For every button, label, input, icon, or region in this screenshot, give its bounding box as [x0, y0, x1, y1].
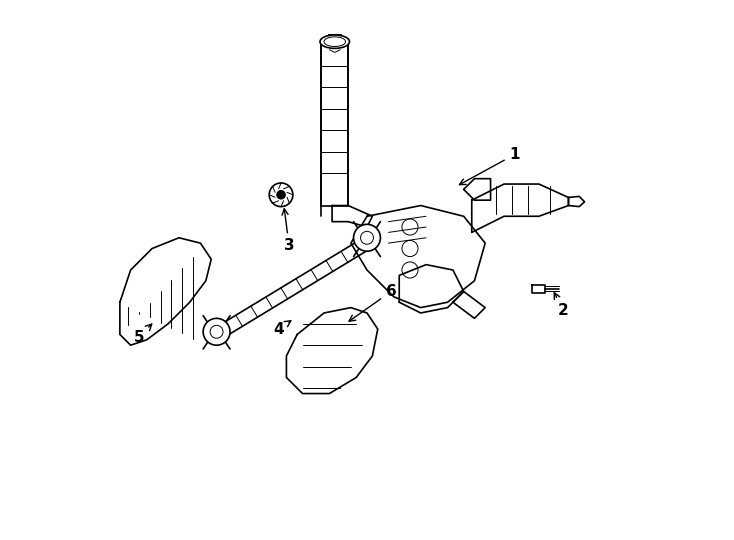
Polygon shape	[532, 285, 545, 293]
Text: 5: 5	[134, 324, 152, 345]
Polygon shape	[328, 33, 341, 47]
Polygon shape	[399, 265, 464, 313]
Polygon shape	[214, 238, 371, 340]
Polygon shape	[321, 44, 348, 206]
Text: 6: 6	[349, 284, 396, 321]
Polygon shape	[464, 179, 490, 200]
Circle shape	[354, 224, 380, 251]
Text: 4: 4	[273, 321, 291, 336]
Polygon shape	[472, 184, 568, 232]
Circle shape	[277, 191, 286, 199]
Text: 3: 3	[282, 209, 294, 253]
Polygon shape	[453, 292, 485, 319]
Polygon shape	[568, 197, 584, 207]
Polygon shape	[120, 238, 211, 345]
Polygon shape	[286, 308, 378, 394]
Text: 1: 1	[459, 147, 520, 185]
Ellipse shape	[320, 35, 349, 49]
Polygon shape	[332, 206, 372, 227]
Text: 2: 2	[554, 293, 568, 318]
Polygon shape	[351, 206, 485, 308]
Circle shape	[203, 319, 230, 345]
